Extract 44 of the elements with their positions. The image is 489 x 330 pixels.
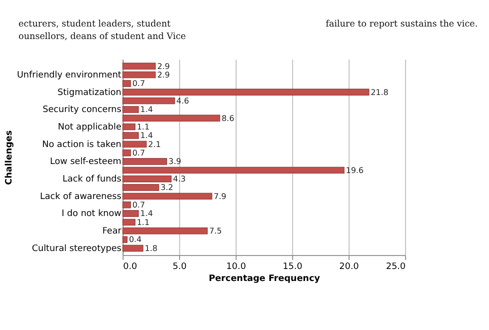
data-label: 21.8	[370, 88, 388, 97]
x-tick-label: 25.0	[386, 262, 406, 272]
y-tick-label: Unfriendly environment	[16, 70, 122, 80]
data-label: 1.4	[140, 209, 153, 218]
data-label: 8.6	[222, 114, 234, 123]
data-label: 3.2	[160, 183, 174, 192]
y-tick-label: No action is taken	[42, 140, 122, 150]
data-label: 1.4	[140, 131, 153, 140]
data-label: 0.7	[132, 200, 145, 210]
y-tick-label: Stigmatization	[57, 88, 122, 98]
data-label: 0.7	[132, 79, 145, 88]
y-tick-label: Low self-esteem	[50, 157, 122, 168]
data-label: 1.1	[136, 122, 150, 132]
x-tick-label: 10.0	[226, 262, 246, 272]
y-tick-label: Security concerns	[42, 105, 122, 116]
text: ounsellors, deans of student and Vice	[18, 32, 186, 42]
data-label: 1.1	[136, 218, 150, 227]
y-tick-label: Fear	[102, 226, 122, 237]
data-label: 19.6	[346, 166, 364, 175]
data-label: 4.6	[176, 96, 190, 106]
data-label: 2.9	[157, 62, 170, 71]
data-label: 2.1	[148, 140, 161, 149]
x-tick-label: 20.0	[339, 262, 360, 272]
y-tick-label: Not applicable	[58, 122, 122, 132]
x-tick-label: 15.0	[282, 262, 303, 272]
data-label: 0.4	[128, 235, 142, 244]
y-tick-label: I do not know	[62, 209, 122, 220]
data-label: 0.7	[132, 148, 145, 158]
y-tick-label: Lack of awareness	[40, 192, 122, 202]
y-tick-label: Cultural stereotypes	[32, 244, 122, 254]
text: ecturers, student leaders, student	[18, 20, 172, 30]
data-label: 1.8	[144, 244, 158, 253]
data-label: 4.3	[173, 174, 186, 184]
data-label: 3.9	[168, 157, 182, 166]
data-label: 2.9	[157, 70, 170, 80]
data-label: 7.9	[214, 192, 226, 201]
data-label: 7.5	[209, 226, 222, 236]
y-axis-title: Challenges	[4, 130, 15, 185]
text: failure to report sustains the vice.	[326, 20, 478, 30]
x-tick-label: 5.0	[172, 262, 188, 272]
data-label: 1.4	[140, 105, 153, 114]
x-tick-label: 0.0	[123, 262, 138, 272]
x-axis-title: Percentage Frequency	[208, 274, 320, 284]
y-tick-label: Lack of funds	[62, 174, 122, 185]
